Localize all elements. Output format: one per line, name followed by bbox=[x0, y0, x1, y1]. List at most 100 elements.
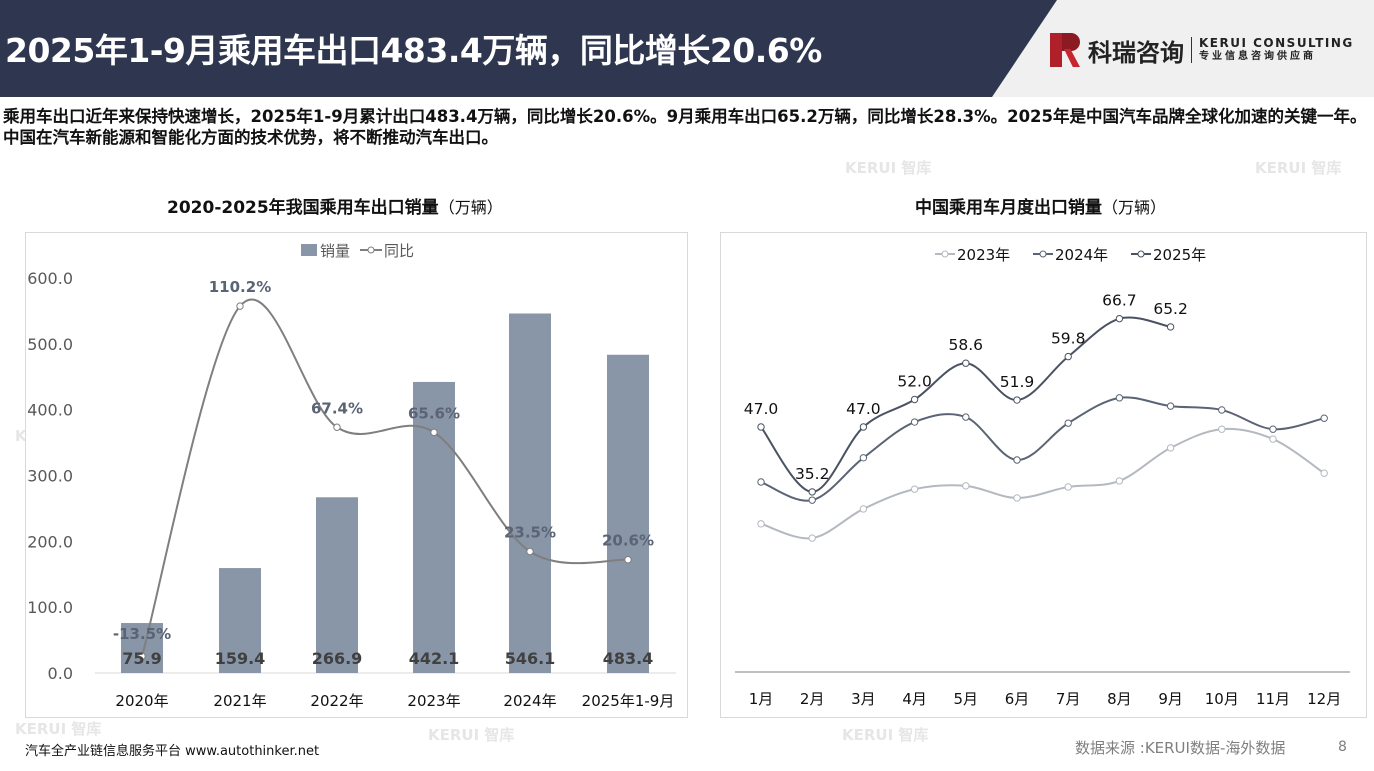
data-label: 65.2 bbox=[1153, 300, 1188, 318]
data-point bbox=[1013, 456, 1021, 464]
left-chart-title: 2020-2025年我国乘用车出口销量（万辆） bbox=[167, 198, 503, 218]
yoy-point bbox=[236, 302, 244, 310]
legend-marker bbox=[1137, 250, 1145, 258]
legend-marker bbox=[941, 250, 949, 258]
x-tick-label: 3月 bbox=[851, 690, 876, 708]
yoy-value-label: 110.2% bbox=[209, 278, 271, 296]
data-point bbox=[1064, 419, 1072, 427]
data-point bbox=[1064, 483, 1072, 491]
data-point bbox=[859, 454, 868, 462]
yoy-point bbox=[138, 652, 146, 660]
watermark: KERUI 智库 bbox=[15, 720, 102, 738]
yoy-line bbox=[141, 298, 629, 657]
logo-en-text: KERUI CONSULTING bbox=[1199, 36, 1354, 50]
series-line-2023年 bbox=[760, 427, 1325, 540]
x-tick-label: 5月 bbox=[954, 690, 979, 708]
logo-cn-text: 科瑞咨询 bbox=[1088, 38, 1184, 67]
x-tick-label: 4月 bbox=[902, 690, 927, 708]
x-tick-label: 2025年1-9月 bbox=[582, 692, 675, 710]
data-label: 47.0 bbox=[744, 400, 779, 418]
data-point bbox=[808, 496, 816, 504]
data-point bbox=[910, 418, 919, 426]
legend-bar-swatch bbox=[301, 244, 317, 256]
legend-label: 销量 bbox=[320, 242, 350, 260]
bar-value-label: 442.1 bbox=[409, 649, 460, 668]
yoy-point bbox=[430, 428, 438, 437]
bar-value-label: 483.4 bbox=[603, 649, 654, 668]
right-chart-panel bbox=[720, 232, 1367, 718]
yoy-value-label: -13.5% bbox=[113, 625, 171, 643]
x-tick-label: 6月 bbox=[1005, 690, 1030, 708]
data-point bbox=[757, 478, 765, 486]
data-point bbox=[1013, 494, 1021, 502]
x-tick-label: 2022年 bbox=[310, 692, 363, 710]
x-tick-label: 2024年 bbox=[503, 692, 556, 710]
data-point bbox=[1115, 394, 1124, 402]
x-tick-label: 8月 bbox=[1107, 690, 1132, 708]
x-tick-label: 12月 bbox=[1307, 690, 1341, 708]
data-point bbox=[757, 423, 765, 431]
yoy-value-label: 65.6% bbox=[408, 404, 460, 422]
data-point bbox=[1320, 414, 1328, 422]
data-point bbox=[1269, 425, 1277, 433]
yoy-value-label: 67.4% bbox=[311, 399, 363, 417]
data-point bbox=[1064, 352, 1072, 361]
legend-label: 同比 bbox=[384, 242, 414, 260]
data-point bbox=[962, 482, 970, 490]
kerui-logo-icon bbox=[1050, 33, 1082, 67]
data-point bbox=[1013, 396, 1021, 404]
y-tick-label: 500.0 bbox=[27, 335, 73, 354]
yoy-value-label: 23.5% bbox=[504, 523, 556, 541]
x-tick-label: 7月 bbox=[1056, 690, 1081, 708]
data-point bbox=[1115, 477, 1124, 485]
data-point bbox=[910, 485, 919, 493]
watermark: KERUI 智库 bbox=[845, 159, 932, 177]
yoy-point bbox=[333, 423, 341, 431]
logo-divider bbox=[1191, 37, 1192, 63]
data-point bbox=[1269, 435, 1277, 443]
data-point bbox=[910, 395, 919, 404]
right-chart-title: 中国乘用车月度出口销量（万辆） bbox=[915, 198, 1167, 218]
data-label: 52.0 bbox=[897, 373, 932, 391]
data-point bbox=[808, 534, 816, 542]
x-tick-label: 2月 bbox=[800, 690, 825, 708]
yoy-point bbox=[624, 556, 632, 564]
data-point bbox=[1166, 323, 1175, 331]
y-tick-label: 300.0 bbox=[27, 467, 73, 486]
logo-tagline: 专业信息咨询供应商 bbox=[1199, 51, 1316, 62]
y-tick-label: 0.0 bbox=[48, 664, 73, 683]
data-label: 58.6 bbox=[949, 336, 984, 354]
page-number: 8 bbox=[1338, 739, 1347, 755]
legend-label: 2023年 bbox=[957, 246, 1010, 264]
bar-2025年1-9月 bbox=[607, 354, 649, 673]
y-tick-label: 600.0 bbox=[27, 269, 73, 288]
y-tick-label: 100.0 bbox=[27, 598, 73, 617]
data-label: 59.8 bbox=[1051, 330, 1086, 348]
watermark: KERUI 智库 bbox=[842, 726, 929, 744]
data-point bbox=[859, 505, 868, 513]
bar-2022年 bbox=[316, 497, 358, 673]
data-point bbox=[1218, 425, 1226, 433]
y-tick-label: 200.0 bbox=[27, 532, 73, 551]
x-tick-label: 1月 bbox=[749, 690, 774, 708]
x-tick-label: 2020年 bbox=[115, 692, 168, 710]
bar-value-label: 159.4 bbox=[215, 649, 266, 668]
yoy-value-label: 20.6% bbox=[602, 532, 654, 550]
legend-label: 2024年 bbox=[1055, 246, 1108, 264]
bar-value-label: 266.9 bbox=[312, 649, 363, 668]
data-point bbox=[757, 520, 765, 528]
data-point bbox=[1166, 444, 1175, 452]
data-label: 51.9 bbox=[1000, 373, 1035, 391]
x-tick-label: 11月 bbox=[1256, 690, 1290, 708]
yoy-point bbox=[526, 547, 534, 556]
legend-label: 2025年 bbox=[1153, 246, 1206, 264]
x-tick-label: 9月 bbox=[1158, 690, 1183, 708]
page-title: 2025年1-9月乘用车出口483.4万辆，同比增长20.6% bbox=[5, 31, 822, 70]
data-point bbox=[962, 413, 970, 421]
legend-marker bbox=[1039, 250, 1047, 258]
data-point bbox=[808, 488, 816, 496]
footer-source: 数据来源 :KERUI数据-海外数据 bbox=[1075, 739, 1286, 757]
data-point bbox=[1115, 314, 1124, 323]
data-label: 66.7 bbox=[1102, 292, 1137, 310]
watermark: KERUI 智库 bbox=[428, 726, 515, 744]
